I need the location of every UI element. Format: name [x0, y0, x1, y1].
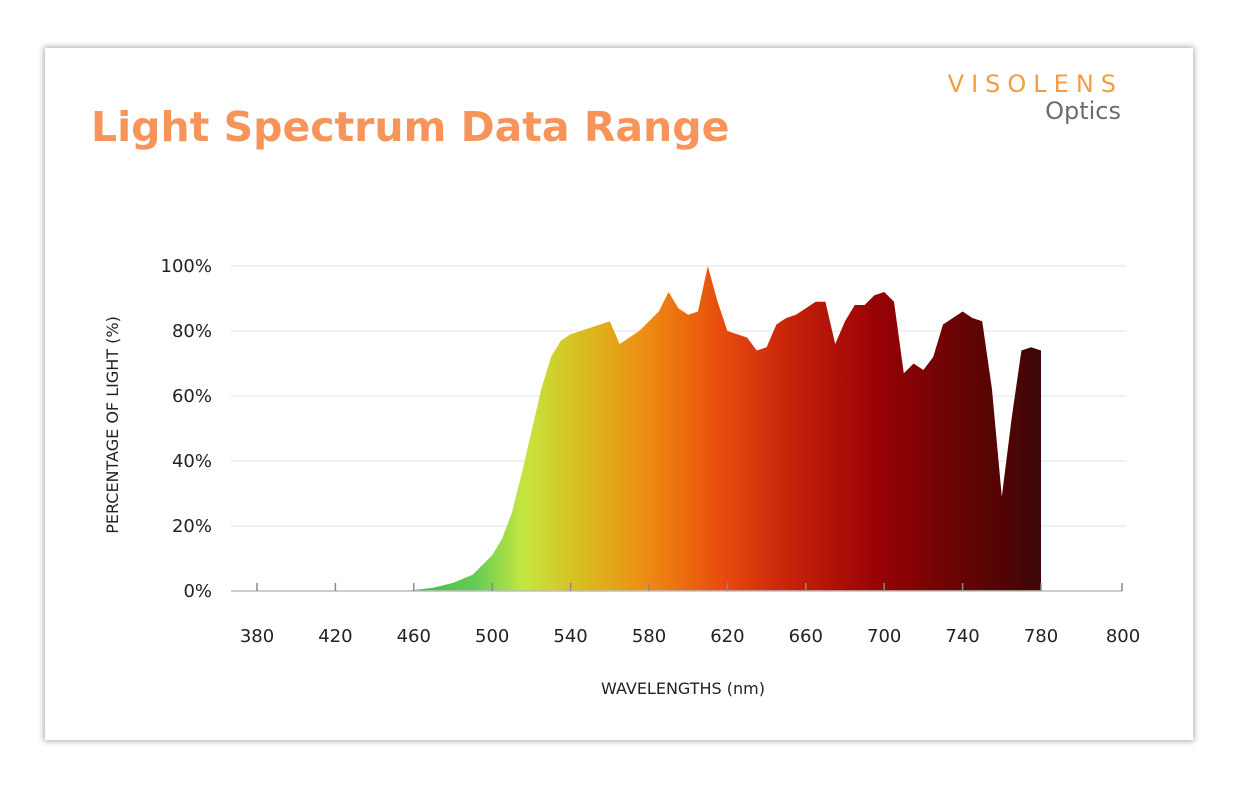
y-tick-label: 20%: [172, 516, 212, 537]
brand-logo-line1: VISOLENS: [947, 70, 1123, 98]
x-tick-label: 620: [710, 626, 744, 647]
x-tick-label: 740: [945, 626, 979, 647]
x-axis-label: WAVELENGTHS (nm): [601, 679, 765, 698]
x-tick-label: 780: [1024, 626, 1058, 647]
y-axis-label: PERCENTAGE OF LIGHT (%): [103, 316, 122, 534]
y-tick-label: 100%: [161, 256, 212, 277]
x-tick-label: 460: [397, 626, 431, 647]
spectrum-area: [394, 266, 1041, 591]
x-tick-label: 700: [867, 626, 901, 647]
x-tick-label: 540: [553, 626, 587, 647]
x-tick-label: 380: [240, 626, 274, 647]
x-tick-label: 580: [632, 626, 666, 647]
x-axis-ticks: 380 420 460 500 540 580 620 660 700 740 780 800: [240, 583, 1140, 647]
y-axis-ticks: 0% 20% 40% 60% 80% 100%: [161, 256, 212, 602]
x-tick-label: 500: [475, 626, 509, 647]
brand-logo-line2: Optics: [1045, 97, 1121, 125]
y-tick-label: 80%: [172, 321, 212, 342]
y-tick-label: 0%: [183, 581, 212, 602]
chart-title: Light Spectrum Data Range: [91, 103, 730, 151]
x-tick-label: 660: [789, 626, 823, 647]
x-tick-label: 800: [1106, 626, 1140, 647]
y-tick-label: 40%: [172, 451, 212, 472]
y-tick-label: 60%: [172, 386, 212, 407]
x-tick-label: 420: [318, 626, 352, 647]
